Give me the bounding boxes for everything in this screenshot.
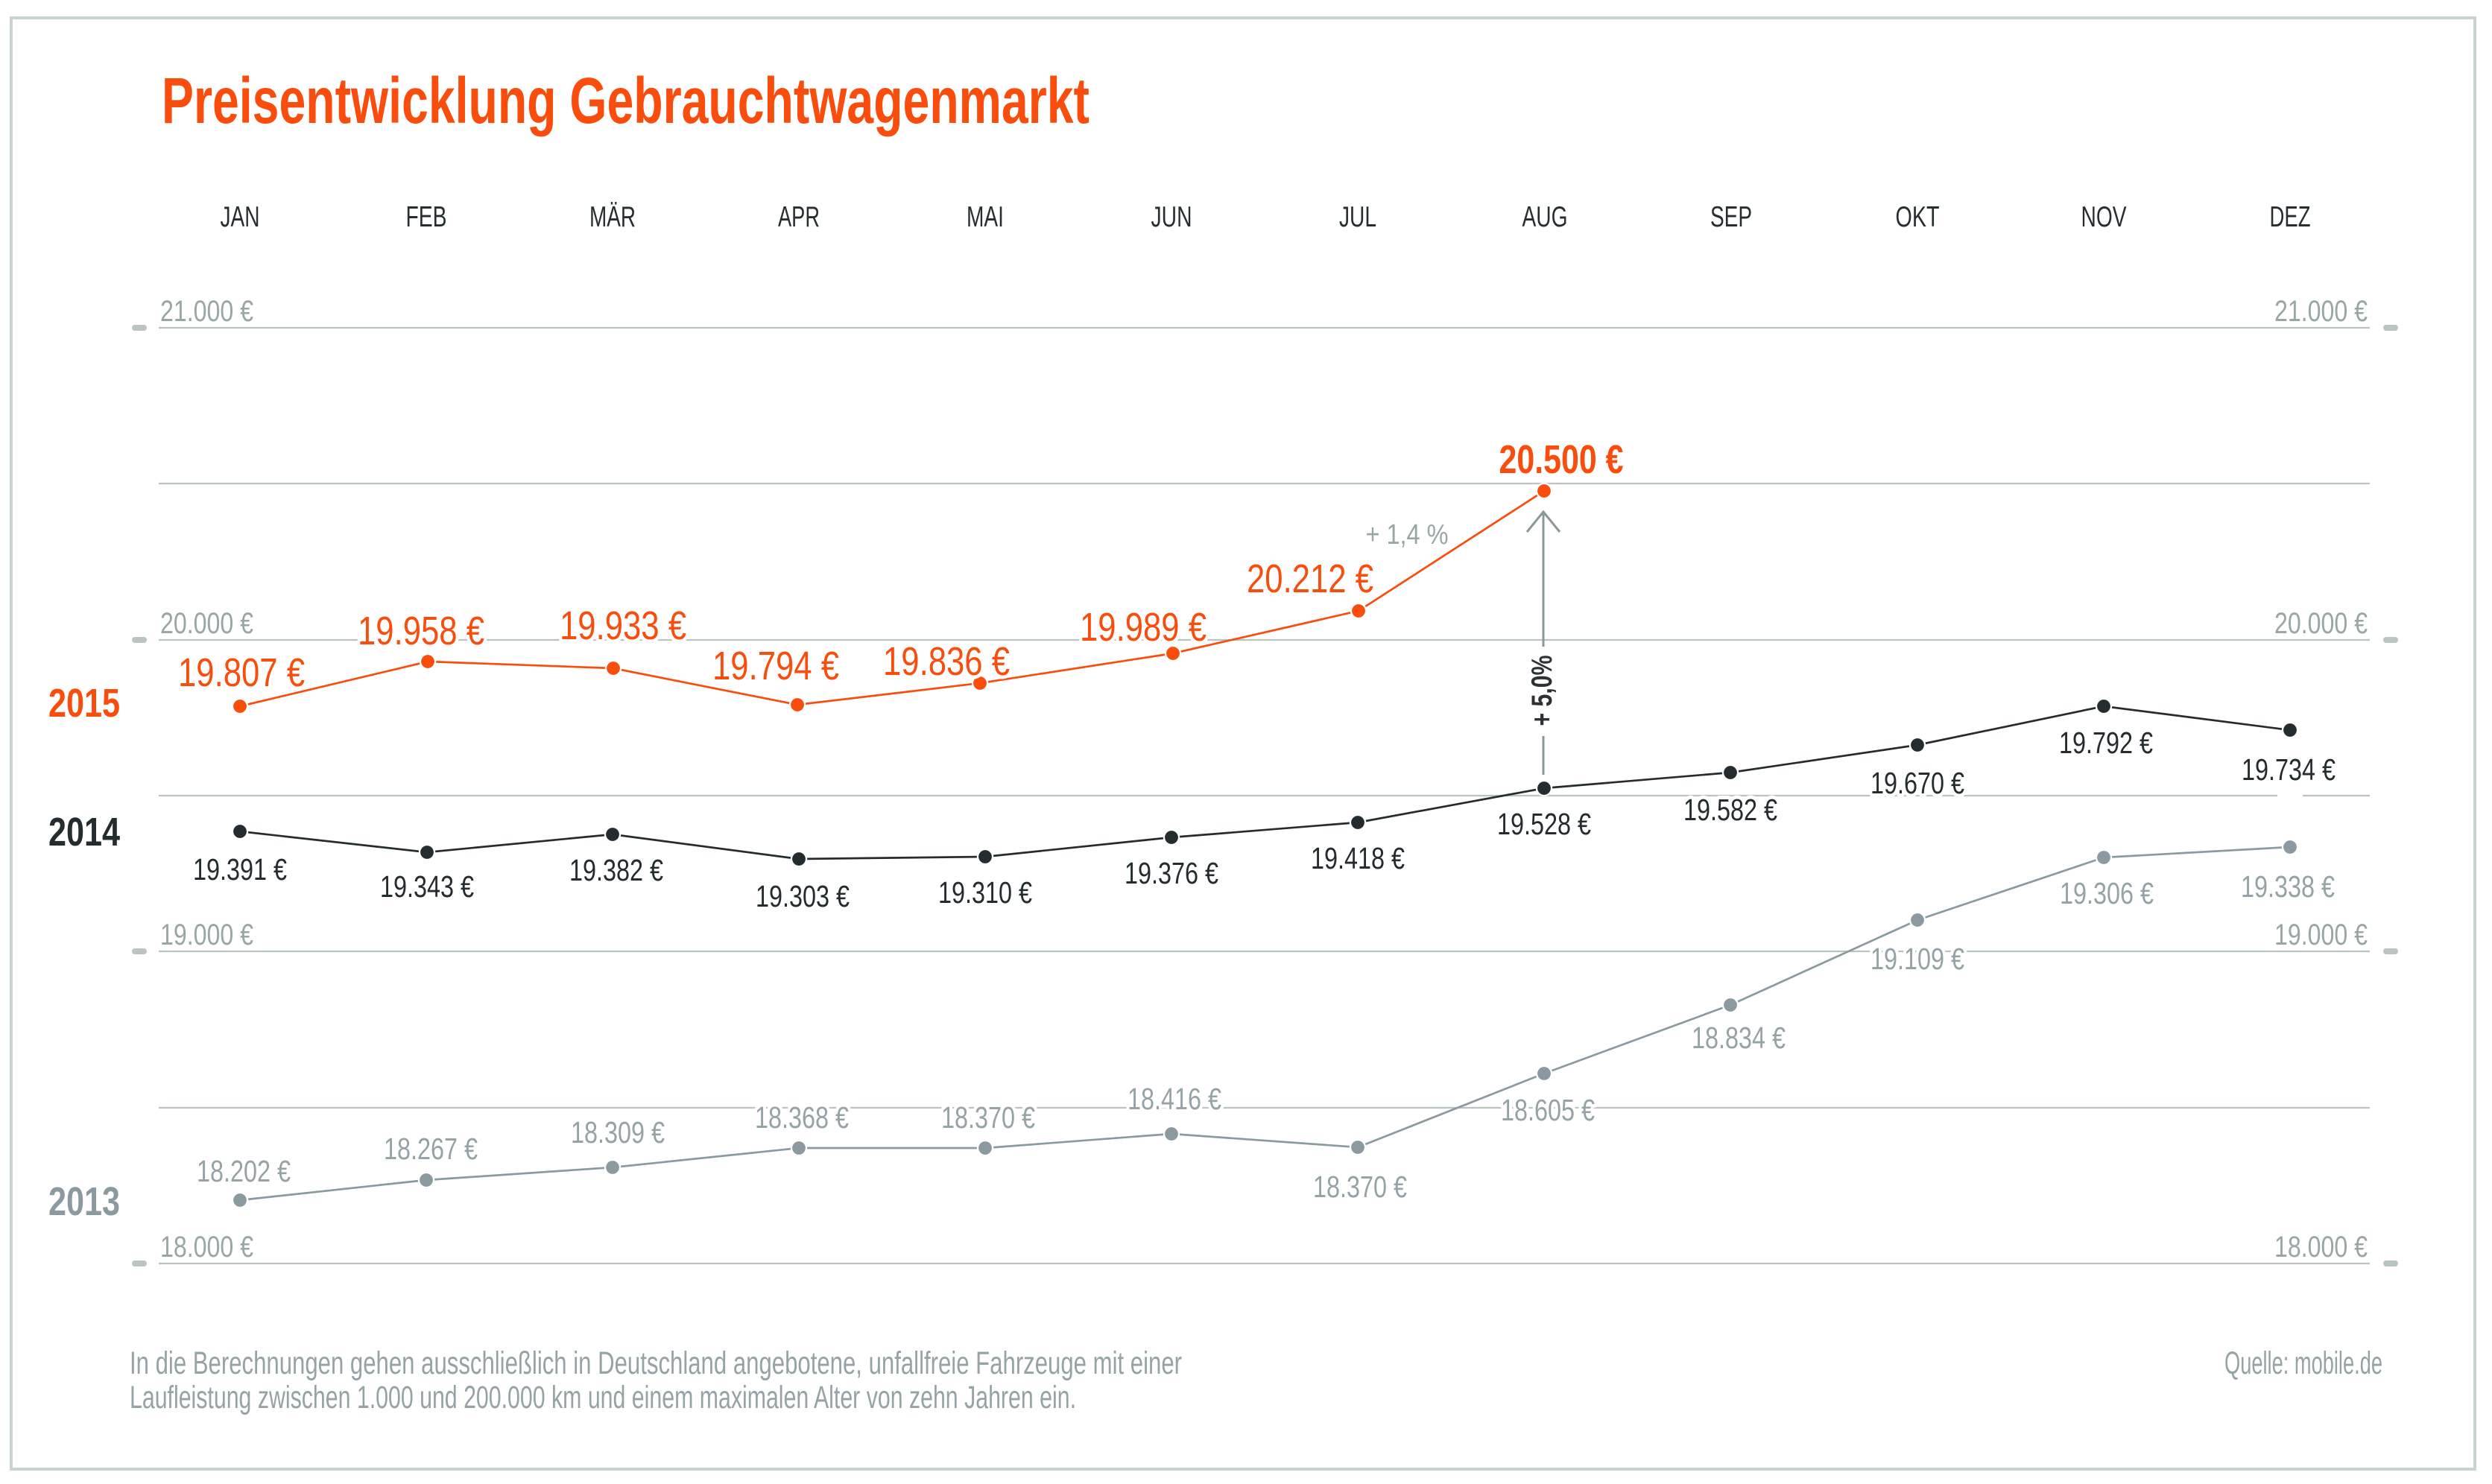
svg-text:19.933 €: 19.933 €	[560, 603, 686, 648]
svg-text:Preisentwicklung Gebrauchtwage: Preisentwicklung Gebrauchtwagenmarkt	[162, 65, 1090, 137]
svg-text:+ 1,4 %: + 1,4 %	[1366, 519, 1449, 551]
svg-text:19.382 €: 19.382 €	[569, 853, 663, 887]
svg-text:19.000 €: 19.000 €	[2274, 919, 2368, 951]
svg-text:19.306 €: 19.306 €	[2060, 876, 2154, 910]
svg-text:19.376 €: 19.376 €	[1125, 856, 1218, 890]
svg-text:19.000 €: 19.000 €	[160, 919, 253, 951]
svg-text:JUN: JUN	[1151, 201, 1192, 233]
svg-text:18.834 €: 18.834 €	[1692, 1021, 1786, 1055]
svg-text:21.000 €: 21.000 €	[160, 295, 253, 328]
svg-text:18.416 €: 18.416 €	[1128, 1082, 1221, 1116]
svg-text:19.303 €: 19.303 €	[756, 879, 850, 913]
svg-text:19.794 €: 19.794 €	[712, 644, 839, 688]
svg-text:2013: 2013	[48, 1179, 120, 1224]
svg-text:In die Berechnungen gehen auss: In die Berechnungen gehen ausschließlich…	[130, 1345, 1182, 1381]
svg-text:+ 5,0%: + 5,0%	[1526, 656, 1558, 726]
svg-text:JAN: JAN	[221, 201, 260, 233]
svg-text:20.000 €: 20.000 €	[160, 607, 253, 640]
svg-text:18.202 €: 18.202 €	[197, 1154, 291, 1188]
svg-text:MÄR: MÄR	[589, 201, 636, 233]
svg-text:18.000 €: 18.000 €	[2274, 1231, 2368, 1263]
svg-text:19.418 €: 19.418 €	[1311, 841, 1405, 875]
svg-text:NOV: NOV	[2081, 201, 2127, 233]
svg-text:18.309 €: 18.309 €	[571, 1115, 665, 1150]
svg-text:19.343 €: 19.343 €	[380, 869, 474, 904]
svg-text:JUL: JUL	[1339, 201, 1376, 233]
svg-text:19.528 €: 19.528 €	[1497, 807, 1591, 841]
svg-text:19.989 €: 19.989 €	[1080, 605, 1207, 650]
svg-text:MAI: MAI	[967, 201, 1004, 233]
svg-text:18.370 €: 18.370 €	[941, 1100, 1035, 1135]
svg-text:18.267 €: 18.267 €	[384, 1132, 478, 1166]
svg-text:20.000 €: 20.000 €	[2274, 607, 2368, 640]
svg-text:AUG: AUG	[1522, 201, 1568, 233]
svg-text:19.958 €: 19.958 €	[358, 609, 484, 653]
svg-text:Laufleistung zwischen 1.000 un: Laufleistung zwischen 1.000 und 200.000 …	[130, 1380, 1076, 1415]
svg-text:21.000 €: 21.000 €	[2274, 295, 2368, 328]
svg-text:19.734 €: 19.734 €	[2242, 752, 2336, 787]
svg-text:OKT: OKT	[1896, 201, 1940, 233]
svg-text:20.500 €: 20.500 €	[1499, 437, 1624, 482]
svg-text:19.109 €: 19.109 €	[1870, 942, 1964, 976]
svg-text:Quelle: mobile.de: Quelle: mobile.de	[2224, 1345, 2382, 1381]
svg-text:19.792 €: 19.792 €	[2059, 726, 2153, 760]
svg-text:DEZ: DEZ	[2270, 201, 2311, 233]
svg-text:APR: APR	[778, 201, 820, 233]
svg-text:2014: 2014	[48, 810, 120, 854]
svg-text:19.338 €: 19.338 €	[2241, 869, 2335, 904]
svg-text:19.670 €: 19.670 €	[1870, 766, 1964, 800]
svg-text:19.310 €: 19.310 €	[938, 875, 1032, 910]
svg-text:18.370 €: 18.370 €	[1313, 1170, 1407, 1204]
svg-text:SEP: SEP	[1710, 201, 1752, 233]
svg-text:18.605 €: 18.605 €	[1501, 1093, 1595, 1127]
svg-text:FEB: FEB	[406, 201, 447, 233]
svg-text:20.212 €: 20.212 €	[1247, 556, 1373, 601]
svg-text:18.368 €: 18.368 €	[755, 1100, 849, 1135]
svg-text:2015: 2015	[48, 681, 120, 726]
svg-text:18.000 €: 18.000 €	[160, 1231, 253, 1263]
svg-text:19.807 €: 19.807 €	[178, 650, 305, 695]
svg-text:19.582 €: 19.582 €	[1683, 793, 1777, 827]
svg-text:19.391 €: 19.391 €	[193, 852, 287, 887]
svg-text:19.836 €: 19.836 €	[883, 639, 1010, 684]
